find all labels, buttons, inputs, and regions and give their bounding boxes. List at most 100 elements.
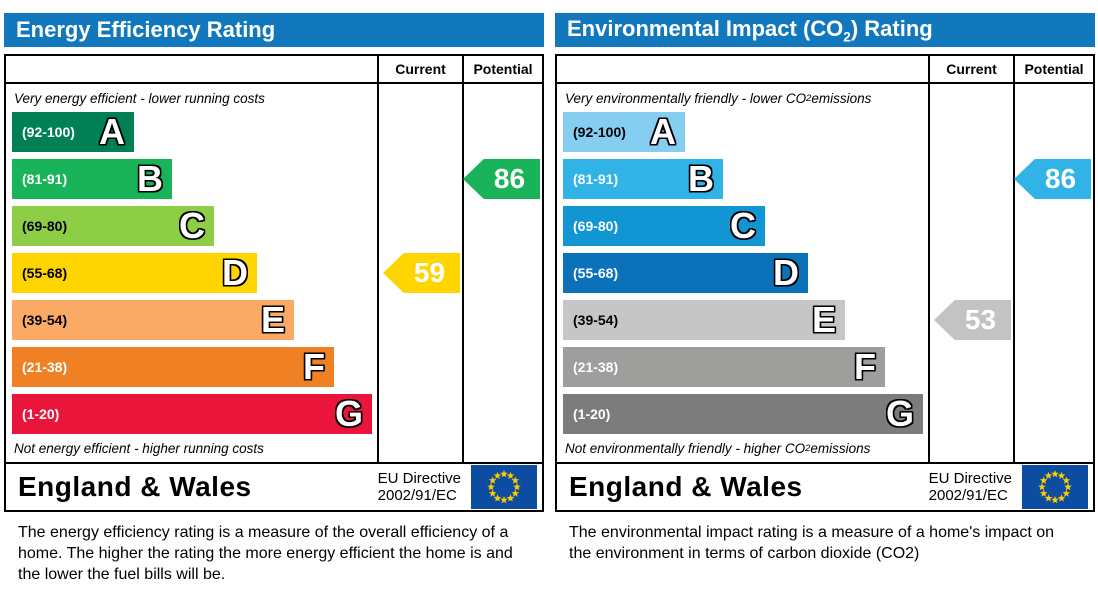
bands-area: Very environmentally friendly - lower CO… <box>557 84 928 462</box>
environmental-impact-title-bar: Environmental Impact (CO2) Rating <box>555 13 1095 47</box>
eu-directive-line1: EU Directive <box>377 469 461 487</box>
potential-rating-arrow: 86 <box>1014 159 1091 199</box>
eu-directive-line1: EU Directive <box>928 469 1012 487</box>
band-e-range: (39-54) <box>22 312 68 328</box>
empty-header-cell <box>6 56 377 82</box>
band-row-g: (1-20) G <box>557 394 928 434</box>
eu-directive-label: EU Directive 2002/91/EC <box>929 470 1012 505</box>
potential-column: 86 <box>1013 84 1093 462</box>
band-row-d: (55-68) D <box>6 253 377 293</box>
potential-rating-value: 86 <box>1044 163 1077 194</box>
band-c-range: (69-80) <box>573 218 619 234</box>
energy-efficiency-panel: Energy Efficiency Rating Current Potenti… <box>4 13 544 585</box>
epc-charts: Energy Efficiency Rating Current Potenti… <box>4 13 1095 585</box>
potential-rating-value: 86 <box>493 163 526 194</box>
rating-bands: (92-100) A (81-91) B (69 <box>6 112 377 434</box>
band-e-letter: E <box>260 299 285 340</box>
band-f-letter: F <box>854 346 876 387</box>
band-row-a: (92-100) A <box>6 112 377 152</box>
band-c-letter: C <box>179 205 205 246</box>
band-a-letter: A <box>650 111 676 152</box>
band-row-f: (21-38) F <box>557 347 928 387</box>
band-row-e: (39-54) E <box>6 300 377 340</box>
band-g-range: (1-20) <box>573 406 611 422</box>
band-e-range: (39-54) <box>573 312 619 328</box>
chart-footer: England & Wales EU Directive 2002/91/EC <box>557 462 1093 510</box>
current-column: 59 <box>377 84 462 462</box>
eu-directive-line2: 2002/91/EC <box>928 487 1008 504</box>
band-row-c: (69-80) C <box>6 206 377 246</box>
band-f: (21-38) F <box>12 347 334 387</box>
chart-body: Very environmentally friendly - lower CO… <box>557 84 1093 462</box>
potential-rating-arrow: 86 <box>463 159 540 199</box>
band-row-b: (81-91) B <box>557 159 928 199</box>
bottom-note: Not environmentally friendly - higher CO… <box>565 440 871 456</box>
band-d: (55-68) D <box>12 253 257 293</box>
band-row-e: (39-54) E <box>557 300 928 340</box>
band-g: (1-20) G <box>12 394 372 434</box>
potential-column-header: Potential <box>1013 56 1093 82</box>
band-e-letter: E <box>811 299 836 340</box>
band-a-letter: A <box>99 111 125 152</box>
region-label: England & Wales <box>569 471 803 502</box>
energy-efficiency-chart: Current Potential Very energy efficient … <box>4 54 544 512</box>
energy-efficiency-title-bar: Energy Efficiency Rating <box>4 13 544 47</box>
eu-flag-icon <box>1022 465 1088 509</box>
current-rating-value: 53 <box>964 304 997 335</box>
environmental-impact-chart: Current Potential Very environmentally f… <box>555 54 1095 512</box>
eu-flag-icon <box>471 465 537 509</box>
band-e: (39-54) E <box>12 300 294 340</box>
environmental-impact-title: Environmental Impact (CO2) Rating <box>567 15 933 45</box>
column-header-row: Current Potential <box>557 56 1093 84</box>
band-a: (92-100) A <box>563 112 685 152</box>
current-column-header: Current <box>928 56 1013 82</box>
band-a-range: (92-100) <box>22 124 75 140</box>
current-rating-arrow: 59 <box>383 253 460 293</box>
energy-efficiency-title: Energy Efficiency Rating <box>16 17 276 42</box>
band-c-range: (69-80) <box>22 218 68 234</box>
current-rating-value: 59 <box>413 257 446 288</box>
band-b: (81-91) B <box>563 159 723 199</box>
band-e: (39-54) E <box>563 300 845 340</box>
eu-directive-label: EU Directive 2002/91/EC <box>378 470 461 505</box>
chart-body: Very energy efficient - lower running co… <box>6 84 542 462</box>
band-f-range: (21-38) <box>22 359 68 375</box>
band-a: (92-100) A <box>12 112 134 152</box>
band-f-letter: F <box>303 346 325 387</box>
band-row-a: (92-100) A <box>557 112 928 152</box>
empty-header-cell <box>557 56 928 82</box>
environmental-impact-description: The environmental impact rating is a mea… <box>569 524 1055 563</box>
current-column: 53 <box>928 84 1013 462</box>
band-b-letter: B <box>137 158 163 199</box>
band-d-range: (55-68) <box>22 265 68 281</box>
band-b: (81-91) B <box>12 159 172 199</box>
band-f-range: (21-38) <box>573 359 619 375</box>
band-f: (21-38) F <box>563 347 885 387</box>
bands-area: Very energy efficient - lower running co… <box>6 84 377 462</box>
column-header-row: Current Potential <box>6 56 542 84</box>
current-column-header: Current <box>377 56 462 82</box>
band-b-range: (81-91) <box>573 171 619 187</box>
band-a-range: (92-100) <box>573 124 626 140</box>
environmental-impact-panel: Environmental Impact (CO2) Rating Curren… <box>555 13 1095 585</box>
rating-bands: (92-100) A (81-91) B (69 <box>557 112 928 434</box>
top-note: Very energy efficient - lower running co… <box>14 90 265 106</box>
band-row-c: (69-80) C <box>557 206 928 246</box>
band-g-letter: G <box>334 393 363 434</box>
energy-efficiency-description: The energy efficiency rating is a measur… <box>18 524 513 584</box>
band-row-g: (1-20) G <box>6 394 377 434</box>
band-c: (69-80) C <box>563 206 765 246</box>
band-row-b: (81-91) B <box>6 159 377 199</box>
band-row-f: (21-38) F <box>6 347 377 387</box>
band-g-range: (1-20) <box>22 406 60 422</box>
current-rating-arrow: 53 <box>934 300 1011 340</box>
band-c-letter: C <box>730 205 756 246</box>
band-d: (55-68) D <box>563 253 808 293</box>
band-d-letter: D <box>773 252 799 293</box>
band-b-range: (81-91) <box>22 171 68 187</box>
band-d-range: (55-68) <box>573 265 619 281</box>
bottom-note: Not energy efficient - higher running co… <box>14 440 264 456</box>
potential-column-header: Potential <box>462 56 542 82</box>
band-d-letter: D <box>222 252 248 293</box>
band-g-letter: G <box>885 393 914 434</box>
